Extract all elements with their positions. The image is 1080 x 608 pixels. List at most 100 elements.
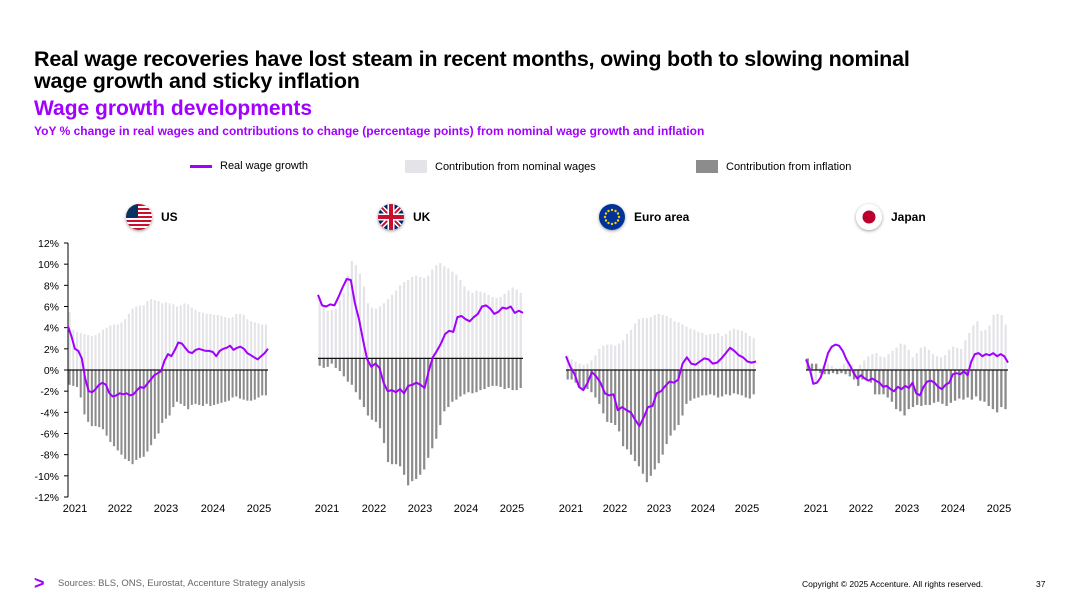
y-tick-label: 0% [44, 365, 59, 377]
x-tick-label: 2021 [559, 503, 583, 515]
bar-inflation [120, 370, 123, 455]
bar-nominal [834, 367, 838, 370]
bar-nominal [350, 260, 353, 359]
bar-inflation [435, 358, 438, 439]
bar-inflation [157, 370, 160, 434]
bar-inflation [131, 370, 134, 465]
bar-nominal [194, 309, 197, 370]
bar-nominal [447, 268, 450, 359]
bar-nominal [511, 287, 514, 359]
bar-inflation [907, 370, 910, 410]
bar-inflation [370, 358, 374, 420]
bar-inflation [689, 370, 692, 401]
bar-inflation [740, 370, 743, 396]
bar-inflation [732, 370, 736, 394]
bar-inflation [398, 358, 402, 467]
bar-nominal [220, 316, 223, 370]
bar-inflation [411, 358, 414, 482]
bar-inflation [224, 370, 227, 402]
bar-inflation [354, 358, 357, 393]
bar-nominal [879, 356, 882, 370]
bar-nominal [382, 303, 386, 359]
bar-nominal [79, 332, 82, 370]
bar-inflation [146, 370, 149, 452]
bar-nominal [645, 318, 648, 370]
chart-caption: YoY % change in real wages and contribut… [34, 124, 705, 138]
x-tick-label: 2022 [108, 503, 132, 515]
bar-inflation [823, 370, 826, 375]
bar-nominal [685, 326, 688, 370]
bar-nominal [705, 335, 708, 370]
bar-inflation [657, 370, 660, 464]
bar-nominal [847, 361, 850, 370]
bar-inflation [471, 358, 474, 394]
x-tick-label: 2024 [454, 503, 478, 515]
bar-inflation [261, 370, 264, 396]
bar-nominal [439, 263, 442, 359]
bar-inflation [168, 370, 171, 416]
bar-nominal [673, 321, 676, 370]
panel-header-japan: Japan [856, 204, 926, 230]
bar-nominal [614, 345, 617, 370]
bar-inflation [928, 370, 931, 405]
bar-nominal [744, 332, 747, 370]
y-tick-label: -4% [40, 407, 59, 419]
bar-nominal [250, 321, 253, 370]
bar-inflation [744, 370, 747, 398]
bar-nominal [903, 344, 906, 370]
bar-inflation [334, 358, 337, 368]
bar-nominal [641, 318, 644, 370]
bar-inflation [932, 370, 936, 403]
bar-inflation [394, 358, 398, 465]
x-tick-label: 2022 [362, 503, 386, 515]
y-tick-label: -8% [40, 450, 59, 462]
bar-nominal [411, 276, 414, 359]
bar-inflation [105, 370, 108, 436]
bar-inflation [590, 370, 593, 393]
bar-inflation [201, 370, 204, 406]
bar-nominal [935, 356, 939, 370]
bar-inflation [987, 370, 990, 406]
bar-nominal [964, 340, 967, 370]
bar-nominal [653, 314, 656, 370]
bar-nominal [238, 313, 242, 370]
bar-nominal [427, 275, 430, 359]
bar-nominal [598, 348, 601, 370]
bar-inflation [578, 370, 581, 387]
bar-nominal [201, 312, 204, 370]
bar-inflation [633, 370, 637, 462]
bar-nominal [451, 271, 454, 359]
y-tick-label: 6% [44, 302, 59, 314]
bar-inflation [87, 370, 90, 422]
bar-inflation [983, 370, 986, 402]
bar-nominal [495, 298, 498, 359]
bar-inflation [594, 370, 597, 398]
bar-nominal [68, 311, 71, 370]
bar-inflation [487, 358, 490, 387]
bar-inflation [419, 358, 422, 475]
bar-inflation [183, 370, 186, 406]
bar-nominal [113, 324, 116, 370]
bar-nominal [972, 325, 975, 370]
bar-nominal [322, 305, 325, 359]
bar-nominal [487, 294, 490, 359]
bar-inflation [519, 358, 522, 388]
bar-nominal [374, 308, 378, 359]
bar-nominal [590, 360, 593, 370]
bar-nominal [443, 266, 446, 359]
bar-nominal [213, 314, 216, 370]
x-tick-label: 2024 [941, 503, 965, 515]
bar-inflation [840, 370, 843, 374]
bar-nominal [923, 346, 926, 370]
bar-inflation [109, 370, 112, 442]
bar-nominal [622, 340, 625, 370]
bar-inflation [705, 370, 708, 396]
bar-nominal [499, 296, 502, 359]
bar-nominal [952, 346, 955, 370]
bar-nominal [1000, 314, 1003, 370]
bar-nominal [109, 325, 112, 370]
bar-inflation [890, 370, 894, 402]
bar-nominal [346, 275, 349, 359]
bar-nominal [891, 350, 894, 370]
bar-inflation [443, 358, 446, 412]
